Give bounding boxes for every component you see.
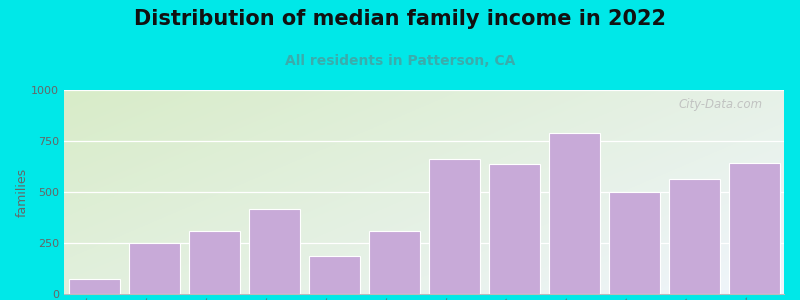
- Bar: [309, 256, 359, 294]
- Text: Distribution of median family income in 2022: Distribution of median family income in …: [134, 9, 666, 29]
- Bar: [369, 231, 419, 294]
- Bar: [609, 192, 659, 294]
- Bar: [189, 231, 239, 294]
- Bar: [669, 179, 719, 294]
- Bar: [69, 279, 119, 294]
- Y-axis label: families: families: [15, 167, 28, 217]
- Bar: [429, 159, 479, 294]
- Bar: [489, 164, 539, 294]
- Bar: [729, 164, 779, 294]
- Text: City-Data.com: City-Data.com: [678, 98, 762, 111]
- Bar: [129, 243, 179, 294]
- Bar: [249, 209, 299, 294]
- Bar: [549, 133, 599, 294]
- Text: All residents in Patterson, CA: All residents in Patterson, CA: [285, 54, 515, 68]
